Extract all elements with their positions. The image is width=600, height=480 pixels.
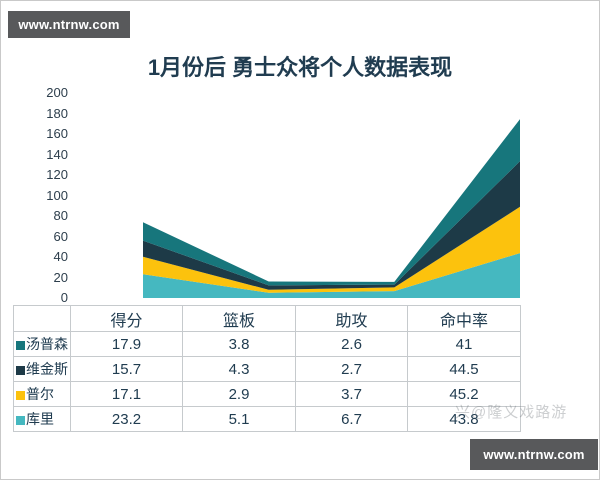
player-name-label: 汤普森	[26, 336, 68, 352]
legend-swatch-icon	[16, 366, 25, 375]
y-tick-label-100: 100	[46, 187, 68, 203]
stats-table-body: 汤普森 17.9 3.8 2.6 41 维金斯 15.7 4.3 2.7 44.5 普尔 17.1 2.…	[13, 331, 521, 432]
stats-table-header: 得分 篮板 助攻 命中率	[13, 305, 521, 332]
y-tick-label-60: 60	[53, 228, 68, 244]
area-series-库里	[143, 253, 520, 298]
stat-value-cell: 17.9	[70, 331, 183, 357]
header-cell-助攻: 助攻	[295, 305, 408, 332]
legend-swatch-icon	[16, 391, 25, 400]
stat-value-cell: 44.5	[407, 356, 521, 382]
stat-value-cell: 23.2	[70, 406, 183, 432]
stat-value-cell: 45.2	[407, 381, 521, 407]
y-tick-label-180: 180	[46, 105, 68, 121]
chart-title: 1月份后 勇士众将个人数据表现	[147, 55, 453, 80]
y-tick-label-120: 120	[46, 167, 68, 182]
table-row-汤普森: 汤普森 17.9 3.8 2.6 41	[13, 331, 521, 357]
header-cell-命中率: 命中率	[407, 305, 521, 332]
area-series-普尔	[143, 206, 520, 293]
watermark-bottom-right: www.ntrnw.com	[470, 439, 598, 470]
table-row-维金斯: 维金斯 15.7 4.3 2.7 44.5	[13, 356, 521, 382]
player-name-label: 维金斯	[26, 361, 68, 377]
stat-value-cell: 43.8	[407, 406, 521, 432]
watermark-top-left: www.ntrnw.com	[8, 11, 130, 38]
player-stats-table: 得分 篮板 助攻 命中率 汤普森 17.9 3.8 2.6 41 维金斯 15.7 4.3 2.7 44…	[13, 305, 521, 432]
player-name-label: 普尔	[26, 386, 54, 402]
y-tick-label-0: 0	[60, 290, 68, 305]
stat-value-cell: 41	[407, 331, 521, 357]
stat-value-cell: 6.7	[295, 406, 408, 432]
player-name-cell: 库里	[13, 406, 71, 432]
y-tick-label-80: 80	[53, 208, 68, 223]
table-row-普尔: 普尔 17.1 2.9 3.7 45.2	[13, 381, 521, 407]
stat-value-cell: 4.3	[182, 356, 296, 382]
legend-swatch-icon	[16, 416, 25, 425]
player-name-cell: 普尔	[13, 381, 71, 407]
legend-swatch-icon	[16, 341, 25, 350]
stat-value-cell: 2.9	[182, 381, 296, 407]
stat-value-cell: 2.6	[295, 331, 408, 357]
player-name-cell: 汤普森	[13, 331, 71, 357]
player-name-cell: 维金斯	[13, 356, 71, 382]
stat-value-cell: 3.7	[295, 381, 408, 407]
player-name-label: 库里	[26, 411, 54, 427]
area-series-维金斯	[143, 161, 520, 290]
y-tick-label-40: 40	[53, 249, 68, 264]
table-header-row: 得分 篮板 助攻 命中率	[13, 305, 521, 332]
area-series-汤普森	[143, 119, 520, 286]
stat-value-cell: 17.1	[70, 381, 183, 407]
header-cell-篮板: 篮板	[182, 305, 296, 332]
y-tick-label-140: 140	[46, 146, 68, 162]
y-tick-label-20: 20	[53, 269, 68, 285]
table-row-库里: 库里 23.2 5.1 6.7 43.8	[13, 406, 521, 432]
stat-value-cell: 2.7	[295, 356, 408, 382]
stat-value-cell: 5.1	[182, 406, 296, 432]
header-cell-得分: 得分	[70, 305, 183, 332]
y-tick-label-200: 200	[46, 85, 68, 100]
watermark-bottom-right-text: www.ntrnw.com	[483, 447, 585, 462]
stat-value-cell: 3.8	[182, 331, 296, 357]
watermark-top-left-text: www.ntrnw.com	[18, 17, 120, 32]
y-tick-label-160: 160	[46, 126, 68, 141]
stat-value-cell: 15.7	[70, 356, 183, 382]
header-cell-legend	[13, 305, 71, 332]
